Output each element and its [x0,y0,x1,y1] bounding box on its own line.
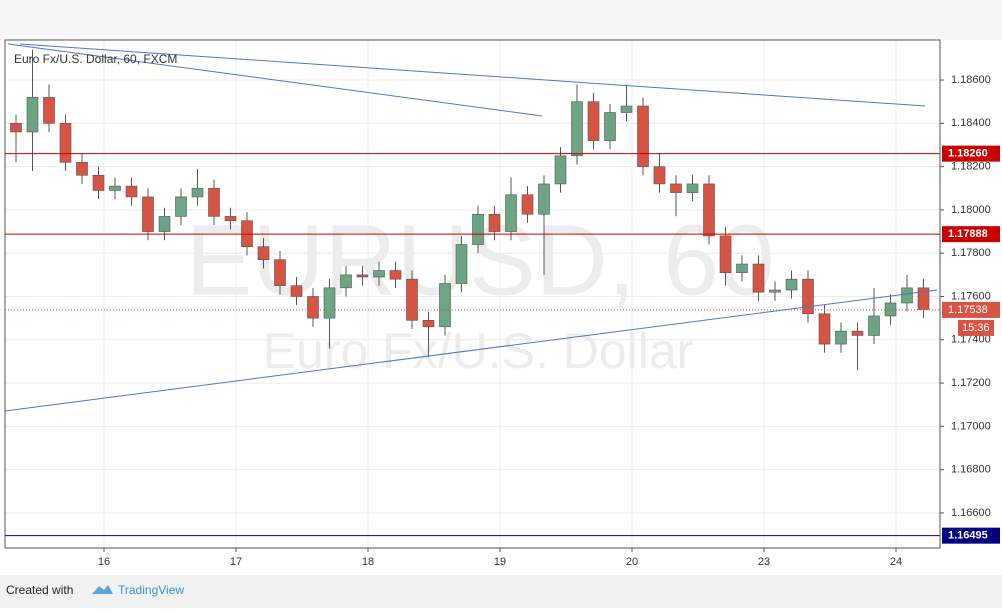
candle-body [835,330,847,345]
trend-line [4,289,938,412]
candle-body [719,235,732,273]
candle-body [373,270,385,278]
top-bar [0,0,1002,40]
price-level-box [942,145,1000,162]
candle-body [43,97,55,124]
price-level-box [942,226,1000,243]
countdown: 15:36 [962,322,990,334]
candle-body [208,187,220,217]
candle-body [554,155,567,185]
countdown-box [958,319,994,336]
watermark-subtitle: Euro Fx/U.S. Dollar [263,323,694,379]
candle-body [26,97,39,133]
candle-body [901,287,913,304]
y-tick-label: 1.18600 [951,74,991,86]
overlay: 1.16600 1.16800 1.17000 1.17200 1.17400 1.176… [98,74,1000,568]
candle-body [505,194,517,232]
candle-body [257,246,270,260]
y-tick-label: 1.16800 [951,464,991,476]
candle-body [488,213,501,232]
trend-line [7,43,543,117]
candle-body [439,283,451,328]
candle-body [290,285,303,297]
candle-body [587,101,600,141]
candle-body [406,278,418,321]
candle-body [340,274,352,289]
candle-body [736,263,748,273]
footer-text: Created with [6,583,73,597]
candle-body [191,187,204,198]
plot [5,49,940,537]
candle-body [653,166,666,185]
candle-body [521,194,534,215]
candle-body [10,123,22,133]
candle-body [224,216,237,222]
x-tick-label: 20 [626,556,638,568]
y-tick-label: 1.18000 [951,204,991,216]
candle-body [356,274,369,278]
candle-body [604,112,616,141]
y-tick-label: 1.16600 [951,507,991,519]
y-tick-label: 1.18400 [951,117,991,129]
price-level-label: 1.16495 [948,530,988,542]
candle-body [125,185,138,198]
candle-body [307,296,319,319]
candle-body [752,263,765,293]
price-level-label: 1.17888 [948,228,988,240]
y-tick-label: 1.17600 [951,290,991,302]
y-tick-label: 1.17800 [951,247,991,259]
candle-body [538,183,550,215]
grid [5,40,940,548]
candle-body [389,270,402,280]
brand-link[interactable]: TradingView [118,583,184,597]
last-price-box [942,301,1000,318]
x-tick-label: 23 [758,556,770,568]
candle-body [422,319,435,328]
candle-body [686,183,699,193]
price-level-box [942,527,1000,544]
candle-body [851,330,864,336]
footer-bar [0,575,1002,608]
candle-body [92,174,105,191]
price-level-label: 1.18260 [948,148,988,160]
candle-body [274,259,286,286]
logo [92,585,113,594]
candle-body [703,183,715,237]
y-tick-label: 1.17000 [951,420,991,432]
candle-body [76,161,88,176]
candle-body [109,185,121,191]
candle-body [868,315,880,336]
candle-body [142,196,154,232]
candle-body [637,105,649,167]
x-tick-label: 24 [890,556,902,568]
candle-body [455,244,468,284]
chart-title: Euro Fx/U.S. Dollar, 60, FXCM [14,52,177,66]
trend-line [19,43,926,107]
candle-body [670,183,682,193]
candle-body [785,278,798,291]
candle-body [769,289,781,293]
y-tick-label: 1.17200 [951,377,991,389]
candle-body [620,105,633,113]
candle-body [802,278,814,315]
candle-body [818,313,831,345]
last-price-label: 1.17538 [948,304,988,316]
candle-body [472,213,484,245]
candle-body [175,196,187,217]
x-tick-label: 17 [230,556,242,568]
y-tick-label: 1.17400 [951,334,991,346]
x-tick-label: 16 [98,556,110,568]
y-tick-label: 1.18200 [951,161,991,173]
candle-body [323,287,336,319]
candle-body [59,123,72,163]
candle-body [158,216,171,232]
candle-body [571,101,583,157]
x-tick-label: 19 [494,556,506,568]
x-tick-label: 18 [362,556,374,568]
